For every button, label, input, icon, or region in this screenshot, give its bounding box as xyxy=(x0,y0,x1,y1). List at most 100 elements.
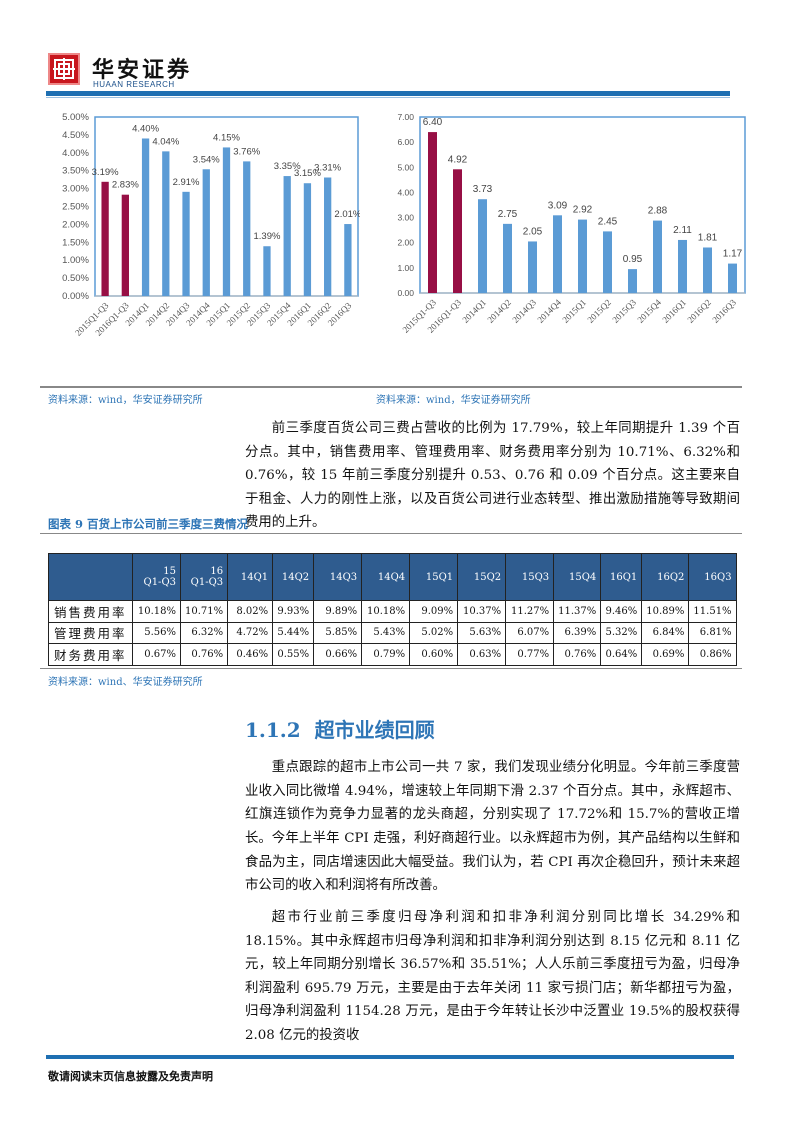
bar xyxy=(121,194,129,296)
bar xyxy=(222,147,231,296)
table-cell: 10.71% xyxy=(179,600,229,623)
y-tick-label: 7.00 xyxy=(397,112,414,122)
bar xyxy=(503,223,512,293)
y-tick-label: 6.00 xyxy=(397,137,414,147)
section-heading: 1.1.2 超市业绩回顾 xyxy=(245,714,435,743)
bar xyxy=(182,191,190,296)
bar xyxy=(141,138,150,296)
table-source: 资料来源：wind、华安证券研究所 xyxy=(48,677,203,688)
bar xyxy=(578,219,587,293)
expense-value-chart: 0.00 1.00 2.00 3.00 4.00 5.00 6.00 7.00 6.40 2015… xyxy=(397,112,746,335)
x-tick-label: 2014Q3 xyxy=(510,297,538,325)
header-bar xyxy=(46,91,730,96)
data-label: 1.17 xyxy=(723,249,743,260)
data-label: 3.09 xyxy=(548,200,568,211)
bar xyxy=(728,263,737,293)
bar xyxy=(162,151,170,296)
table-cell: 6.84% xyxy=(641,621,690,644)
bar xyxy=(263,246,271,296)
paragraph-3: 今年上半年 CPI 走强，利好商超行业。以永辉超市为例，其产品结构以生鲜和食品为… xyxy=(245,831,740,893)
y-tick-label: 4.00% xyxy=(62,148,89,159)
y-tick-label: 5.00 xyxy=(397,162,414,172)
table-cell: 0.66% xyxy=(313,643,363,666)
table-cell: 0.77% xyxy=(505,643,555,666)
y-tick-label: 4.00 xyxy=(397,187,414,197)
data-label: 3.76% xyxy=(233,146,260,157)
paragraph-1: 前三季度百货公司三费占营收的比例为 17.79%，较上年同期提升 1.39 个百… xyxy=(245,421,740,530)
x-tick-label: 2015Q4 xyxy=(635,297,663,325)
data-label: 3.19% xyxy=(92,167,119,178)
table-cell: 5.85% xyxy=(313,621,363,644)
y-tick-label: 1.50% xyxy=(62,237,89,248)
source-left: 资料来源：wind，华安证券研究所 xyxy=(48,395,203,406)
table-cell: 4.72% xyxy=(227,621,274,644)
table-header-cell: 14Q1 xyxy=(227,553,274,601)
table-cell: 6.81% xyxy=(688,621,737,644)
table-cell: 9.09% xyxy=(409,600,459,623)
y-tick-label: 3.00% xyxy=(62,184,89,195)
header-line xyxy=(46,97,730,98)
row-label: 销售费用率 xyxy=(48,600,133,623)
table-header-cell: 15Q3 xyxy=(505,553,555,601)
table-cell: 10.18% xyxy=(361,600,411,623)
bar xyxy=(283,176,291,296)
section-title: 超市业绩回顾 xyxy=(314,718,435,742)
data-label: 3.15% xyxy=(294,168,321,179)
table-header-cell: 14Q3 xyxy=(313,553,363,601)
table-cell: 0.46% xyxy=(227,643,274,666)
table-cell: 5.63% xyxy=(457,621,507,644)
table-row: 销售费用率 10.18% 10.71% 8.02% 9.93% 9.89% 10.18% 9.… xyxy=(48,600,737,623)
table-cell: 5.32% xyxy=(600,621,643,644)
table-cell: 10.89% xyxy=(641,600,690,623)
footer-bar xyxy=(46,1055,734,1059)
table-cell: 9.93% xyxy=(272,600,315,623)
data-label: 2.92 xyxy=(573,205,593,216)
table-header-row: 15 Q1-Q3 16 Q1-Q3 14Q1 14Q2 14Q3 14Q4 15Q1 15Q2… xyxy=(48,553,737,601)
expense-table: 15 Q1-Q3 16 Q1-Q3 14Q1 14Q2 14Q3 14Q4 15Q1 15Q2… xyxy=(48,553,737,666)
data-label: 2.83% xyxy=(112,180,139,191)
y-tick-label: 3.50% xyxy=(62,166,89,177)
bar xyxy=(628,269,637,293)
bar xyxy=(101,181,109,296)
paragraph-2: 重点跟踪的超市上市公司一共 7 家，我们发现业绩分化明显。今年前三季度营业收入同… xyxy=(245,760,740,846)
row-label: 管理费用率 xyxy=(48,621,133,644)
x-tick-label: 2016Q1 xyxy=(660,297,688,325)
data-label: 2.45 xyxy=(598,216,618,227)
table-cell: 5.56% xyxy=(132,621,181,644)
expense-ratio-chart: 0.00% 0.50% 1.00% 1.50% 2.00% 2.50% 3.00% 3.50%… xyxy=(62,112,360,338)
table-cell: 0.79% xyxy=(361,643,411,666)
table-cell: 9.89% xyxy=(313,600,363,623)
y-tick-label: 0.00% xyxy=(62,291,89,302)
bar xyxy=(428,132,437,293)
x-tick-label: 2014Q1 xyxy=(460,297,488,325)
table-cell: 10.18% xyxy=(132,600,181,623)
table-cell: 9.46% xyxy=(600,600,643,623)
source-right: 资料来源：wind，华安证券研究所 xyxy=(376,395,531,406)
table-header-cell: 15Q4 xyxy=(553,553,602,601)
data-label: 4.15% xyxy=(213,132,240,143)
y-tick-label: 0.00 xyxy=(397,288,414,298)
x-tick-label: 2016Q3 xyxy=(710,297,738,325)
table-cell: 11.37% xyxy=(553,600,602,623)
y-tick-label: 2.50% xyxy=(62,202,89,213)
table-cell: 0.67% xyxy=(132,643,181,666)
data-label: 4.92 xyxy=(448,154,468,165)
table-header-cell: 14Q4 xyxy=(361,553,411,601)
y-tick-label: 2.00 xyxy=(397,238,414,248)
table-header-cell: 15Q1 xyxy=(409,553,459,601)
data-label: 2.11 xyxy=(673,225,692,236)
data-label: 3.54% xyxy=(193,154,220,165)
y-tick-label: 2.00% xyxy=(62,219,89,230)
y-tick-label: 1.00% xyxy=(62,255,89,266)
table-header-cell: 16Q2 xyxy=(641,553,690,601)
row-label: 财务费用率 xyxy=(48,643,133,666)
table-cell: 0.69% xyxy=(641,643,690,666)
x-tick-label: 2014Q4 xyxy=(535,297,563,325)
bar xyxy=(603,231,612,293)
table-row: 财务费用率 0.67% 0.76% 0.46% 0.55% 0.66% 0.79% 0.60%… xyxy=(48,643,737,666)
table-cell: 0.63% xyxy=(457,643,507,666)
table-cell: 0.60% xyxy=(409,643,459,666)
table-cell: 5.43% xyxy=(361,621,411,644)
table-cell: 0.76% xyxy=(553,643,602,666)
data-label: 6.40 xyxy=(423,117,443,128)
